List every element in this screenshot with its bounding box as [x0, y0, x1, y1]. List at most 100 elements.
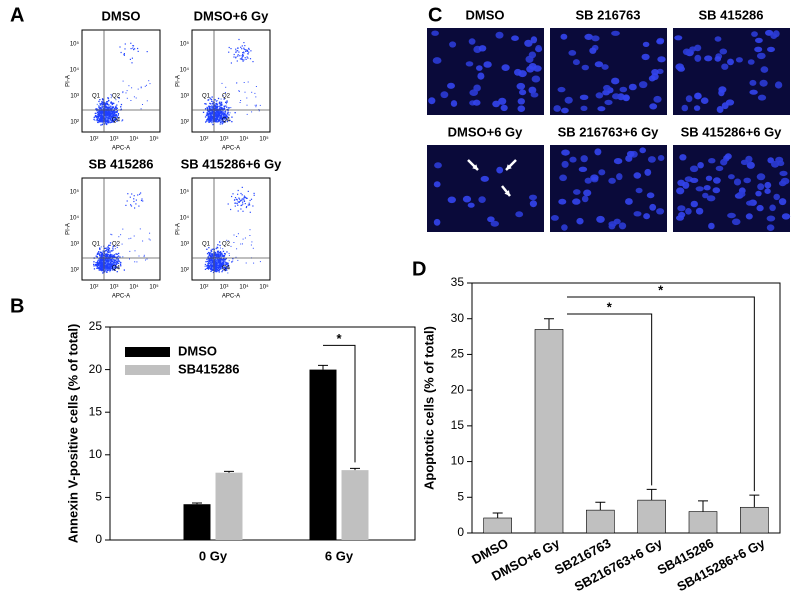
event-dot: [110, 233, 112, 235]
event-dot: [253, 192, 255, 194]
micrograph: [427, 145, 544, 232]
nucleus: [619, 86, 628, 93]
event-dot: [148, 238, 150, 240]
tick-label: 10⁴: [70, 67, 80, 74]
event-dot: [243, 48, 245, 50]
event-dot: [140, 108, 142, 110]
nucleus: [450, 100, 458, 107]
event-dot: [223, 107, 226, 109]
event-dot: [94, 115, 97, 117]
event-dot: [117, 258, 119, 260]
nucleus: [561, 149, 570, 156]
nucleus: [695, 207, 704, 215]
event-dot: [212, 118, 214, 121]
image-title: SB 415286+6 Gy: [681, 124, 783, 139]
tick-label: 10³: [70, 242, 79, 248]
event-dot: [222, 257, 224, 260]
event-dot: [107, 118, 109, 120]
event-dot: [97, 264, 99, 266]
event-dot: [99, 118, 101, 120]
event-dot: [226, 120, 228, 123]
event-dot: [139, 228, 141, 230]
event-dot: [254, 92, 256, 94]
event-dot: [221, 271, 223, 273]
event-dot: [146, 51, 148, 53]
event-dot: [242, 203, 244, 205]
event-dot: [242, 238, 244, 240]
event-dot: [106, 251, 108, 253]
event-dot: [217, 261, 219, 263]
event-dot: [228, 107, 230, 109]
event-dot: [140, 192, 142, 194]
event-dot: [220, 252, 222, 254]
event-dot: [97, 264, 99, 267]
event-dot: [102, 261, 105, 264]
event-dot: [102, 266, 104, 269]
event-dot: [130, 48, 132, 50]
event-dot: [218, 268, 221, 270]
event-dot: [120, 108, 122, 110]
nucleus: [774, 81, 783, 89]
event-dot: [99, 115, 101, 118]
event-dot: [243, 198, 245, 200]
event-dot: [243, 51, 245, 53]
event-dot: [109, 111, 111, 113]
event-dot: [125, 204, 127, 206]
event-dot: [242, 52, 244, 54]
event-dot: [95, 264, 98, 266]
nucleus: [472, 99, 481, 106]
y-axis-label: Apoptotic cells (% of total): [421, 326, 436, 490]
nucleus: [561, 224, 568, 231]
event-dot: [112, 114, 114, 116]
event-dot: [224, 111, 227, 113]
nucleus: [487, 216, 495, 223]
event-dot: [109, 107, 111, 109]
event-dot: [104, 261, 106, 263]
event-dot: [101, 263, 103, 266]
nucleus: [584, 177, 592, 184]
event-dot: [110, 97, 112, 99]
event-dot: [96, 110, 98, 112]
image-title: SB 415286: [698, 7, 763, 22]
event-dot: [102, 112, 104, 114]
event-dot: [104, 262, 107, 264]
event-dot: [112, 264, 115, 266]
event-dot: [101, 123, 103, 126]
event-dot: [222, 108, 224, 110]
event-dot: [102, 121, 104, 123]
event-dot: [224, 260, 226, 262]
nucleus: [727, 212, 736, 219]
event-dot: [210, 115, 212, 117]
event-dot: [236, 248, 238, 250]
event-dot: [115, 253, 117, 255]
event-dot: [246, 56, 248, 58]
event-dot: [109, 110, 111, 112]
nucleus: [531, 75, 541, 83]
legend-label: DMSO: [178, 343, 217, 358]
event-dot: [100, 110, 102, 112]
event-dot: [108, 263, 110, 265]
scatter-cloud: [202, 38, 261, 126]
event-dot: [116, 253, 118, 255]
event-dot: [104, 250, 107, 252]
event-dot: [125, 92, 127, 94]
event-dot: [116, 258, 118, 260]
event-dot: [97, 118, 99, 120]
event-dot: [98, 253, 100, 255]
event-dot: [97, 119, 100, 122]
event-dot: [222, 111, 224, 113]
event-dot: [118, 116, 120, 119]
nucleus: [685, 208, 692, 215]
event-dot: [244, 203, 246, 205]
event-dot: [211, 264, 213, 267]
event-dot: [206, 114, 208, 117]
tick-label: 10²: [90, 285, 99, 291]
nucleus: [755, 37, 763, 44]
event-dot: [217, 121, 219, 123]
event-dot: [204, 116, 207, 118]
event-dot: [110, 105, 112, 107]
nucleus: [628, 83, 637, 91]
event-dot: [211, 255, 213, 257]
event-dot: [115, 267, 117, 269]
event-dot: [214, 116, 217, 118]
